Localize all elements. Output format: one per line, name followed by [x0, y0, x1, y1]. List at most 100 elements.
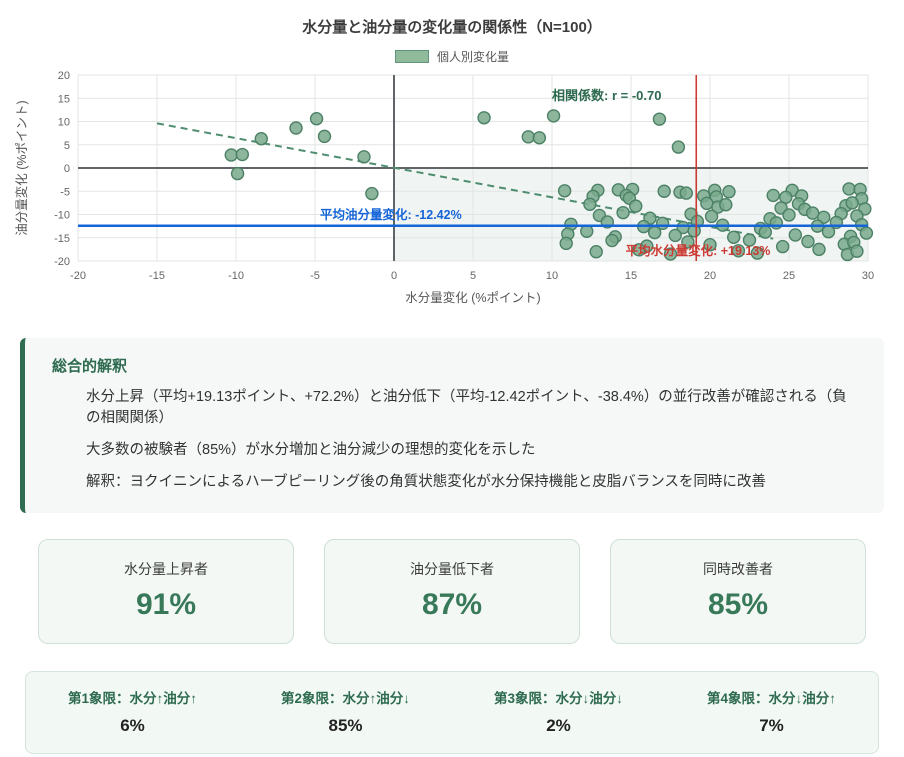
data-point	[671, 140, 686, 154]
data-point	[605, 233, 619, 248]
data-point	[788, 228, 803, 242]
data-point	[817, 210, 831, 224]
y-tick-label: 5	[64, 140, 70, 152]
y-axis-label: 油分量変化 (%ポイント)	[14, 100, 29, 235]
data-point	[532, 131, 547, 145]
quadrant-summary-bar: 第1象限：水分↑油分↑ 6% 第2象限：水分↑油分↓ 85% 第3象限：水分↓油…	[25, 671, 879, 755]
y-tick-label: 0	[64, 163, 70, 175]
stat-card-both-improved: 同時改善者 85%	[610, 539, 866, 645]
data-point	[521, 130, 535, 144]
stat-value: 91%	[135, 588, 197, 622]
correlation-annotation: 相関係数: r = -0.70	[552, 88, 661, 103]
data-point	[859, 226, 874, 240]
chart-title: 水分量と油分量の変化量の関係性（N=100）	[302, 19, 602, 36]
x-tick-label: -5	[310, 270, 320, 282]
quadrant-label: 第3象限：水分↓油分↓	[493, 691, 623, 707]
mean-water-label: 平均水分量変化: +19.13%	[626, 243, 771, 258]
data-point	[648, 225, 662, 240]
quadrant-value: 7%	[759, 716, 784, 736]
stat-cards-row: 水分量上昇者 91% 油分量低下者 87% 同時改善者 85%	[38, 539, 866, 645]
stat-label: 油分量低下者	[410, 561, 494, 578]
data-point	[629, 199, 643, 213]
data-point	[309, 112, 324, 126]
quadrant-2-cell: 第2象限：水分↑油分↓ 85%	[239, 687, 452, 736]
data-point	[477, 111, 491, 125]
data-point	[681, 235, 695, 249]
legend-swatch-icon	[394, 50, 429, 63]
data-point	[750, 246, 765, 260]
data-point	[230, 166, 245, 181]
y-tick-label: 10	[58, 117, 70, 129]
data-point	[769, 216, 784, 230]
data-point	[719, 198, 733, 212]
x-tick-label: -10	[228, 270, 244, 282]
y-tick-label: 15	[58, 93, 70, 105]
data-point	[668, 228, 682, 243]
mean-oil-label: 平均油分量変化: -12.42%	[320, 207, 462, 222]
quadrant-value: 6%	[120, 716, 145, 736]
data-point	[357, 150, 371, 164]
quadrant-3-cell: 第3象限：水分↓油分↓ 2%	[452, 687, 665, 736]
data-point	[557, 184, 572, 198]
data-point	[559, 236, 573, 251]
data-point	[254, 132, 268, 146]
quadrant-4-cell: 第4象限：水分↓油分↑ 7%	[665, 687, 878, 736]
trend-line	[156, 122, 774, 240]
stat-value: 87%	[421, 588, 483, 622]
x-tick-label: 15	[625, 270, 637, 282]
x-tick-label: -20	[70, 270, 86, 282]
y-tick-label: -20	[54, 256, 70, 268]
y-tick-label: -5	[60, 186, 70, 198]
chart-legend: 個人別変化量	[0, 48, 904, 65]
data-point	[657, 184, 671, 198]
data-point	[589, 244, 603, 259]
data-point	[727, 230, 741, 244]
data-point	[731, 244, 746, 258]
x-axis-label: 水分量変化 (%ポイント)	[405, 290, 540, 305]
interpretation-line: 水分上昇（平均+19.13ポイント、+72.2%）と油分低下（平均-12.42ポ…	[86, 389, 847, 427]
y-tick-label: -15	[54, 233, 70, 245]
data-point	[703, 238, 717, 252]
data-point	[782, 208, 796, 222]
quadrant-label: 第1象限：水分↑油分↑	[67, 691, 197, 707]
data-point	[663, 247, 678, 261]
data-point	[766, 188, 780, 203]
data-point	[583, 197, 597, 211]
data-point	[722, 185, 736, 199]
x-tick-label: -15	[149, 270, 165, 282]
interpretation-line: 解釈：ヨクイニンによるハーブピーリング後の角質状態変化が水分保持機能と皮脂バラン…	[86, 474, 766, 491]
x-tick-label: 25	[783, 270, 795, 282]
x-tick-label: 10	[546, 270, 558, 282]
y-tick-label: -10	[54, 210, 70, 222]
data-point	[289, 121, 303, 135]
stat-card-moisture-up: 水分量上昇者 91%	[38, 539, 294, 645]
x-tick-label: 30	[862, 270, 874, 282]
scatter-plot: 相関係数: r = -0.70 平均油分量変化: -12.42% 平均水分量変化: …	[14, 70, 874, 305]
data-point	[842, 182, 856, 196]
data-point	[632, 243, 646, 257]
data-point	[580, 224, 594, 238]
quadrant-1-cell: 第1象限：水分↑油分↑ 6%	[26, 687, 239, 736]
data-point	[224, 148, 238, 162]
quadrant-label: 第4象限：水分↓油分↑	[706, 691, 836, 707]
data-point	[775, 239, 790, 254]
data-point	[235, 147, 250, 162]
data-point	[821, 225, 836, 239]
quadrant-value: 85%	[328, 716, 363, 736]
data-point	[801, 234, 815, 249]
stat-label: 水分量上昇者	[124, 561, 208, 578]
data-point	[317, 129, 332, 144]
x-tick-label: 5	[470, 270, 476, 282]
stat-value: 85%	[707, 588, 769, 622]
data-point	[704, 209, 719, 224]
x-tick-label: 20	[704, 270, 716, 282]
stat-card-oil-down: 油分量低下者 87%	[324, 539, 580, 645]
y-tick-label: 20	[58, 70, 70, 82]
data-point	[652, 112, 667, 126]
data-point	[365, 186, 379, 201]
interpretation-panel: 総合的解釈 水分上昇（平均+19.13ポイント、+72.2%）と油分低下（平均-…	[20, 338, 884, 514]
data-point	[546, 109, 561, 123]
data-point	[850, 244, 864, 258]
data-point	[742, 233, 757, 247]
